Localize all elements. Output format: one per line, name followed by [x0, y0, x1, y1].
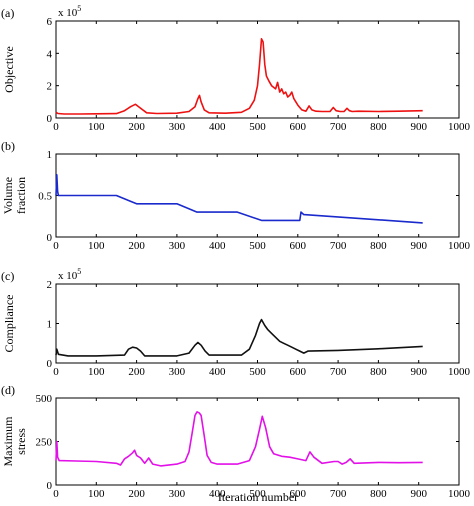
x-tick-label: 300 — [169, 488, 186, 500]
panel-label: (c) — [1, 269, 14, 283]
x-tick-label: 100 — [88, 488, 105, 500]
y-multiplier-base: x 10 — [58, 270, 78, 282]
y-multiplier: x 105 — [58, 4, 81, 19]
y-multiplier-base: x 10 — [58, 7, 78, 19]
x-tick-label: 1000 — [448, 240, 471, 252]
x-tick-label: 800 — [370, 121, 387, 133]
y-tick-label: 0 — [47, 232, 53, 244]
y-multiplier-exponent: 5 — [77, 4, 81, 13]
y-axis-label: Objective — [2, 46, 16, 93]
x-tick-label: 500 — [249, 240, 266, 252]
x-tick-label: 300 — [169, 366, 186, 378]
panel-label: (d) — [1, 383, 15, 397]
x-tick-label: 900 — [410, 121, 427, 133]
x-tick-label: 400 — [209, 240, 226, 252]
y-axis-label-line: stress — [14, 428, 28, 455]
x-tick-label: 0 — [53, 366, 59, 378]
y-tick-label: 0 — [47, 480, 53, 492]
x-tick-label: 400 — [209, 121, 226, 133]
x-tick-label: 100 — [88, 240, 105, 252]
chart-panel-b: 0 100 200 300 400 500 600 700 800 900 1000 0 0.5 1 (b)… — [1, 139, 471, 252]
x-tick-label: 600 — [290, 121, 307, 133]
x-axis-label: Iteration number — [218, 490, 298, 504]
x-tick-label: 500 — [249, 121, 266, 133]
y-multiplier: x 105 — [58, 267, 81, 282]
x-tick-label: 600 — [290, 366, 307, 378]
x-tick-label: 500 — [249, 488, 266, 500]
y-tick-label: 0 — [47, 358, 53, 370]
y-tick-label: 0.5 — [38, 191, 52, 203]
y-tick-label: 2 — [47, 81, 53, 93]
x-tick-label: 700 — [330, 488, 347, 500]
x-tick-label: 800 — [370, 366, 387, 378]
x-tick-label: 300 — [169, 121, 186, 133]
x-tick-label: 700 — [330, 366, 347, 378]
plot-frame — [55, 283, 460, 364]
x-tick-label: 200 — [128, 121, 145, 133]
x-tick-label: 1000 — [448, 488, 471, 500]
y-tick-label: 0 — [47, 113, 53, 125]
chart-panel-d: 0 100 200 300 400 500 600 700 800 900 1000 0 250 500 (… — [1, 383, 471, 500]
x-tick-label: 600 — [290, 240, 307, 252]
y-axis-label-line: Maximum — [1, 416, 15, 467]
y-tick-label: 1 — [47, 149, 53, 161]
series-line — [55, 318, 423, 357]
x-tick-label: 900 — [410, 240, 427, 252]
y-tick-label: 2 — [47, 279, 53, 291]
x-tick-label: 900 — [410, 366, 427, 378]
x-tick-label: 800 — [370, 240, 387, 252]
x-tick-label: 600 — [290, 488, 307, 500]
y-axis-label: Compliance — [2, 295, 16, 353]
x-tick-label: 400 — [209, 366, 226, 378]
chart-panel-c: 0 100 200 300 400 500 600 700 800 900 1000 0 1 2 x 105… — [1, 267, 471, 378]
x-tick-label: 0 — [53, 488, 59, 500]
x-tick-label: 500 — [249, 366, 266, 378]
x-tick-label: 100 — [88, 366, 105, 378]
y-multiplier-exponent: 5 — [77, 267, 81, 276]
y-tick-label: 250 — [36, 437, 53, 449]
x-tick-label: 700 — [330, 240, 347, 252]
x-tick-label: 0 — [53, 240, 59, 252]
x-tick-label: 200 — [128, 240, 145, 252]
plot-frame — [55, 20, 460, 119]
y-axis-label-line: Volume — [1, 177, 15, 214]
chart-panel-a: 0 100 200 300 400 500 600 700 800 900 1000 0 2 4 6 x 10… — [1, 4, 471, 133]
series-line — [55, 37, 423, 115]
x-tick-label: 1000 — [448, 121, 471, 133]
y-tick-label: 6 — [47, 16, 53, 28]
x-tick-label: 0 — [53, 121, 59, 133]
panel-label: (b) — [1, 139, 15, 153]
x-tick-label: 200 — [128, 366, 145, 378]
x-tick-label: 700 — [330, 121, 347, 133]
x-tick-label: 200 — [128, 488, 145, 500]
x-tick-label: 400 — [209, 488, 226, 500]
y-tick-label: 500 — [36, 393, 53, 405]
y-tick-label: 1 — [47, 319, 53, 331]
x-tick-label: 800 — [370, 488, 387, 500]
series-line — [55, 174, 423, 224]
x-tick-label: 100 — [88, 121, 105, 133]
y-tick-label: 4 — [47, 48, 53, 60]
x-tick-label: 900 — [410, 488, 427, 500]
y-axis-label-line: fraction — [14, 177, 28, 214]
series-line — [55, 411, 423, 467]
x-tick-label: 1000 — [448, 366, 471, 378]
x-tick-label: 300 — [169, 240, 186, 252]
panel-label: (a) — [1, 6, 14, 20]
